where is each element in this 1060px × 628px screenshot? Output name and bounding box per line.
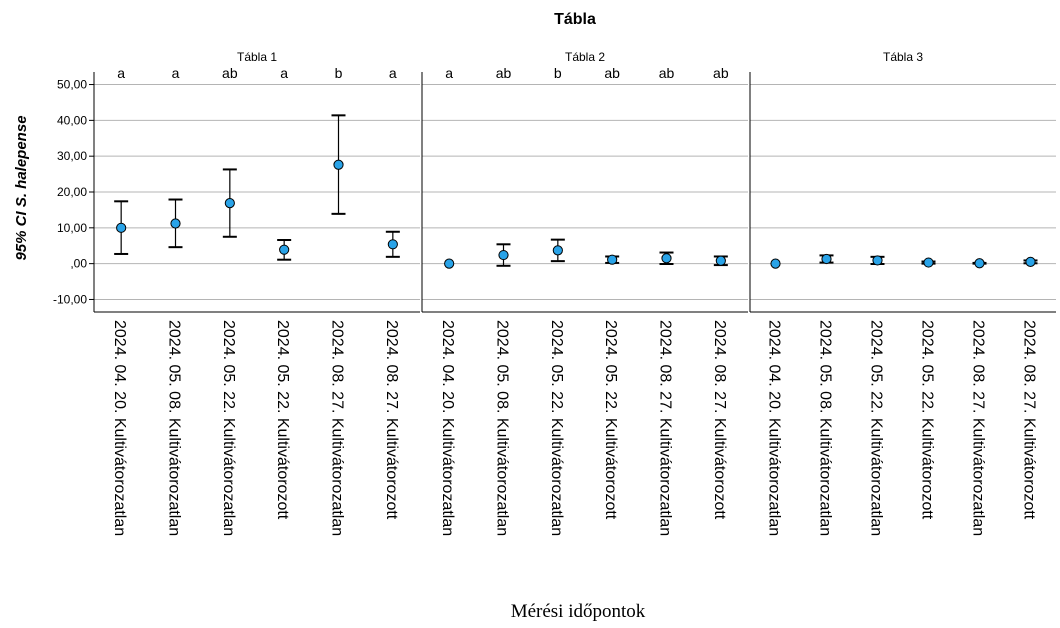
data-point [821, 253, 832, 265]
y-tick-label: -10,00 [53, 292, 87, 306]
significance-letter: a [389, 65, 397, 81]
x-axis-label: Mérési időpontok [511, 601, 646, 622]
x-tick-label: 2024. 04. 20. Kultivátorozatlan [766, 320, 783, 536]
significance-letter: a [445, 65, 453, 81]
data-point [552, 245, 563, 256]
x-tick-label: 2024. 05. 08. Kultivátorozatlan [817, 320, 834, 536]
x-tick-label: 2024. 08. 27. Kultivátorozott [1021, 320, 1038, 520]
significance-letter: ab [222, 65, 238, 81]
significance-letter: a [280, 65, 288, 81]
y-tick-label: ,00 [70, 257, 87, 271]
panel-name: Tábla 1 [237, 50, 277, 64]
x-tick-label: 2024. 05. 22. Kultivátorozatlan [220, 320, 237, 536]
data-point [661, 253, 672, 264]
panels-layer: -10,00 ,00 10,00 20,00 30,00 40,00 50,00 Tábla … [53, 50, 1056, 536]
x-tick-label: 2024. 08. 27. Kultivátorozott [711, 320, 728, 520]
y-tick-label: 10,00 [57, 221, 87, 235]
x-tick-label: 2024. 08. 27. Kultivátorozott [383, 320, 400, 520]
x-tick-label: 2024. 04. 20. Kultivátorozatlan [111, 320, 128, 536]
panel-name: Tábla 3 [883, 50, 923, 64]
panel-3: Tábla 3 2024. 04. 20. Kultivátorozatlan 20… [749, 50, 1056, 536]
data-point [872, 255, 883, 266]
data-point [224, 198, 235, 209]
data-point [715, 255, 726, 266]
significance-letter: ab [713, 65, 729, 81]
data-point [770, 258, 781, 269]
data-point [170, 218, 181, 229]
data-point [116, 222, 127, 233]
x-tick-label: 2024. 08. 27. Kultivátorozatlan [657, 320, 674, 536]
data-point [974, 258, 985, 269]
significance-letter: ab [496, 65, 512, 81]
x-tick-label: 2024. 05. 08. Kultivátorozatlan [166, 320, 183, 536]
y-tick-label: 30,00 [57, 149, 87, 163]
x-tick-label: 2024. 05. 22. Kultivátorozott [919, 320, 936, 520]
chart-title: Tábla [554, 11, 596, 28]
x-tick-label: 2024. 05. 22. Kultivátorozott [274, 320, 291, 520]
data-point [387, 239, 398, 250]
panel-2: Tábla 2 a ab b ab ab ab 2024. 04. 20. Kultiváto… [421, 50, 748, 536]
data-point [607, 254, 618, 265]
significance-letter: a [172, 65, 180, 81]
x-tick-label: 2024. 05. 22. Kultivátorozatlan [868, 320, 885, 536]
data-point [923, 257, 934, 268]
x-tick-label: 2024. 08. 27. Kultivátorozatlan [970, 320, 987, 536]
y-tick-label: 40,00 [57, 113, 87, 127]
panel-name: Tábla 2 [565, 50, 605, 64]
y-tick-label: 50,00 [57, 78, 87, 92]
data-point [444, 258, 455, 269]
data-point [1025, 256, 1036, 267]
significance-letter: b [335, 65, 343, 81]
x-tick-label: 2024. 05. 08. Kultivátorozatlan [494, 320, 511, 536]
x-tick-label: 2024. 05. 22. Kultivátorozott [602, 320, 619, 520]
data-point [333, 159, 344, 170]
significance-letter: a [117, 65, 125, 81]
significance-letter: ab [604, 65, 620, 81]
data-point [498, 249, 509, 261]
y-axis-label: 95% CI S. halepense [13, 115, 30, 260]
y-tick-label: 20,00 [57, 185, 87, 199]
x-tick-label: 2024. 05. 22. Kultivátorozatlan [548, 320, 565, 536]
x-tick-label: 2024. 04. 20. Kultivátorozatlan [439, 320, 456, 536]
x-tick-label: 2024. 08. 27. Kultivátorozatlan [329, 320, 346, 536]
data-point [279, 244, 290, 255]
significance-letter: ab [659, 65, 675, 81]
significance-letter: b [554, 65, 562, 81]
